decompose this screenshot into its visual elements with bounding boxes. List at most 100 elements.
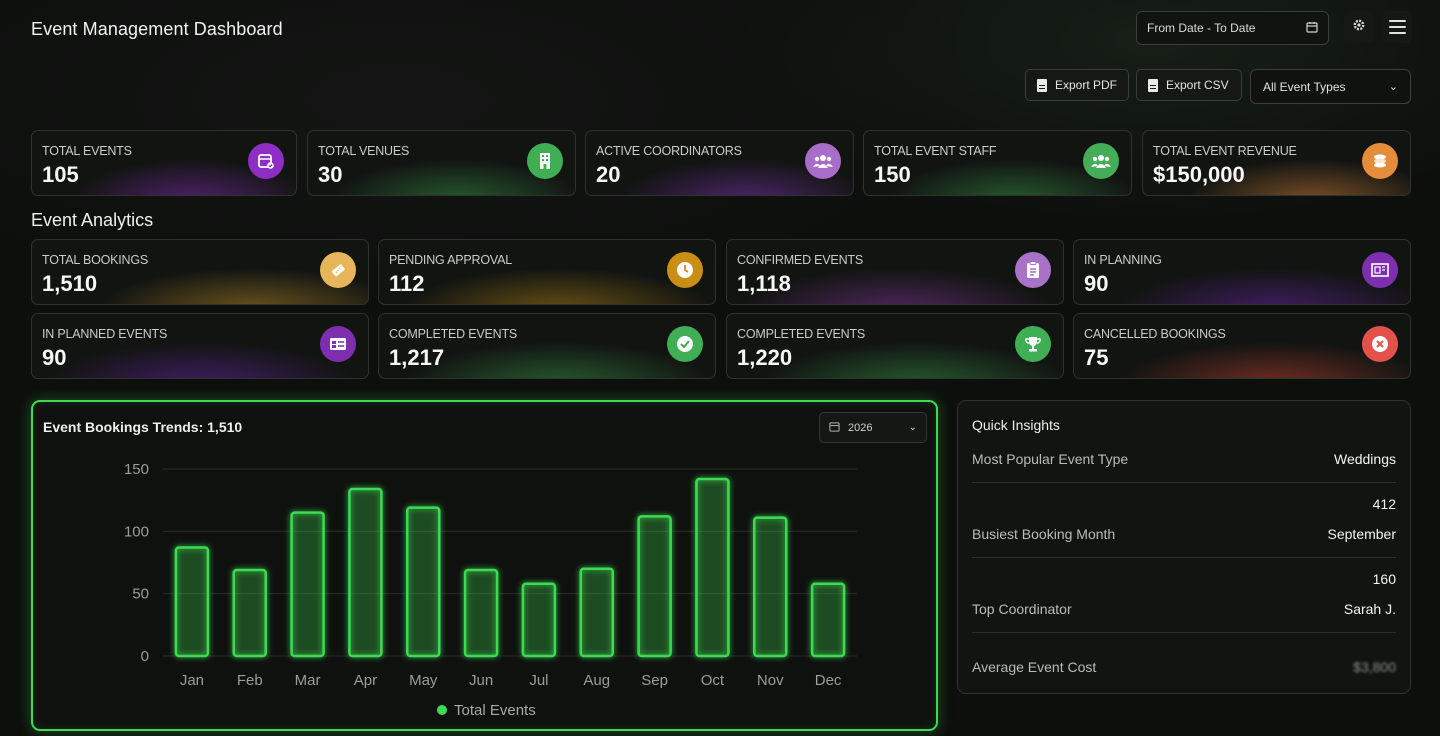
y-tick-label: 150	[124, 461, 149, 478]
stat-value: 112	[389, 271, 425, 296]
analytics-card-cancelled-bookings[interactable]: CANCELLED BOOKINGS 75	[1073, 313, 1411, 379]
bar-jul[interactable]	[521, 582, 557, 658]
legend-label[interactable]: Total Events	[454, 702, 536, 719]
bar-jan[interactable]	[174, 546, 210, 658]
stat-card-total-events[interactable]: TOTAL EVENTS 105	[31, 130, 297, 196]
document-icon	[1037, 78, 1047, 92]
x-tick-label: Sep	[641, 672, 668, 689]
bar-nov[interactable]	[753, 516, 788, 658]
analytics-card-completed-events-2[interactable]: COMPLETED EVENTS 1,220	[726, 313, 1064, 379]
stat-value: 90	[42, 345, 67, 370]
year-value: 2026	[848, 421, 873, 434]
stat-label: ACTIVE COORDINATORS	[596, 144, 742, 158]
date-range-label: From Date - To Date	[1147, 21, 1256, 35]
export-csv-button[interactable]: Export CSV	[1136, 69, 1242, 101]
x-tick-label: Mar	[295, 672, 321, 689]
stat-label: IN PLANNING	[1084, 253, 1162, 267]
year-select[interactable]: 2026 ⌄	[819, 412, 927, 443]
calendar-icon	[1306, 21, 1318, 36]
stat-value: 1,510	[42, 271, 98, 296]
stat-value: 150	[874, 162, 911, 187]
bar-dec[interactable]	[810, 582, 846, 658]
quick-insights-panel: Quick Insights Most Popular Event Type W…	[957, 400, 1411, 694]
page-title: Event Management Dashboard	[31, 19, 283, 39]
y-tick-label: 100	[124, 523, 149, 540]
chevron-down-icon: ⌄	[1388, 81, 1398, 93]
x-tick-label: Apr	[354, 672, 377, 689]
export-csv-label: Export CSV	[1166, 78, 1229, 92]
bar-oct[interactable]	[695, 477, 730, 658]
divider	[972, 482, 1396, 483]
bar-mar[interactable]	[290, 511, 325, 658]
insight-value: Weddings	[1333, 451, 1396, 467]
export-pdf-label: Export PDF	[1055, 78, 1118, 92]
stat-value: 1,220	[737, 345, 793, 370]
bar-apr[interactable]	[348, 487, 383, 658]
clock-icon	[667, 252, 703, 288]
hamburger-icon	[1388, 20, 1406, 34]
stat-label: COMPLETED EVENTS	[737, 327, 866, 341]
insight-count: 160	[1372, 571, 1396, 587]
stat-card-total-event-revenue[interactable]: TOTAL EVENT REVENUE $150,000	[1142, 130, 1411, 196]
stat-value: 30	[318, 162, 343, 187]
insight-count: 412	[1372, 496, 1396, 512]
bar-aug[interactable]	[579, 567, 614, 658]
card-glow	[1074, 240, 1410, 304]
insight-label: Top Coordinator	[972, 601, 1072, 617]
stat-value: 20	[596, 162, 621, 187]
calendar-icon	[829, 421, 840, 435]
trophy-icon	[1015, 326, 1051, 362]
stat-value: 1,217	[389, 345, 445, 370]
x-tick-label: Aug	[583, 672, 610, 689]
event-type-value: All Event Types	[1263, 79, 1346, 94]
stat-card-active-coordinators[interactable]: ACTIVE COORDINATORS 20	[585, 130, 854, 196]
x-tick-label: Dec	[815, 672, 842, 689]
stat-label: TOTAL EVENT STAFF	[874, 144, 997, 158]
close-circle-icon	[1362, 326, 1398, 362]
insight-value: $3,800	[1353, 659, 1396, 675]
card-glow	[32, 240, 368, 304]
bar-sep[interactable]	[637, 515, 672, 658]
stat-card-total-event-staff[interactable]: TOTAL EVENT STAFF 150	[863, 130, 1132, 196]
card-glow	[1074, 314, 1410, 378]
stat-value: $150,000	[1153, 162, 1245, 187]
bar-may[interactable]	[406, 506, 441, 658]
stat-label: TOTAL EVENTS	[42, 144, 132, 158]
event-type-select[interactable]: All Event Types ⌄	[1250, 69, 1411, 104]
bar-feb[interactable]	[232, 568, 267, 658]
card-glow	[379, 240, 715, 304]
y-tick-label: 50	[132, 586, 149, 603]
x-tick-label: Jul	[529, 672, 548, 689]
gear-icon	[1352, 18, 1366, 37]
export-pdf-button[interactable]: Export PDF	[1025, 69, 1129, 101]
stat-label: CANCELLED BOOKINGS	[1084, 327, 1226, 341]
y-tick-label: 0	[141, 648, 149, 665]
stat-label: TOTAL EVENT REVENUE	[1153, 144, 1297, 158]
stat-card-total-venues[interactable]: TOTAL VENUES 30	[307, 130, 576, 196]
check-circle-icon	[667, 326, 703, 362]
chart-title: Event Bookings Trends: 1,510	[43, 419, 243, 435]
date-range-picker[interactable]: From Date - To Date	[1136, 11, 1329, 45]
menu-button[interactable]	[1382, 11, 1412, 43]
insight-label: Most Popular Event Type	[972, 451, 1129, 467]
ticket-icon	[320, 252, 356, 288]
settings-button[interactable]	[1344, 11, 1374, 43]
analytics-card-confirmed-events[interactable]: CONFIRMED EVENTS 1,118	[726, 239, 1064, 305]
coins-icon	[1362, 143, 1398, 179]
insights-title: Quick Insights	[972, 417, 1060, 433]
card-glow	[727, 314, 1063, 378]
chevron-down-icon: ⌄	[908, 422, 917, 433]
users-icon	[1083, 143, 1119, 179]
stat-value: 105	[42, 162, 79, 187]
x-tick-label: Nov	[757, 672, 784, 689]
analytics-card-pending-approval[interactable]: PENDING APPROVAL 112	[378, 239, 716, 305]
analytics-card-in-planned-events[interactable]: IN PLANNED EVENTS 90	[31, 313, 369, 379]
x-tick-label: Feb	[237, 672, 263, 689]
card-glow	[379, 314, 715, 378]
legend-swatch	[437, 705, 447, 715]
analytics-card-in-planning[interactable]: IN PLANNING 90	[1073, 239, 1411, 305]
bar-jun[interactable]	[463, 568, 499, 658]
insight-label: Busiest Booking Month	[972, 526, 1116, 542]
analytics-card-completed-events[interactable]: COMPLETED EVENTS 1,217	[378, 313, 716, 379]
analytics-card-total-bookings[interactable]: TOTAL BOOKINGS 1,510	[31, 239, 369, 305]
